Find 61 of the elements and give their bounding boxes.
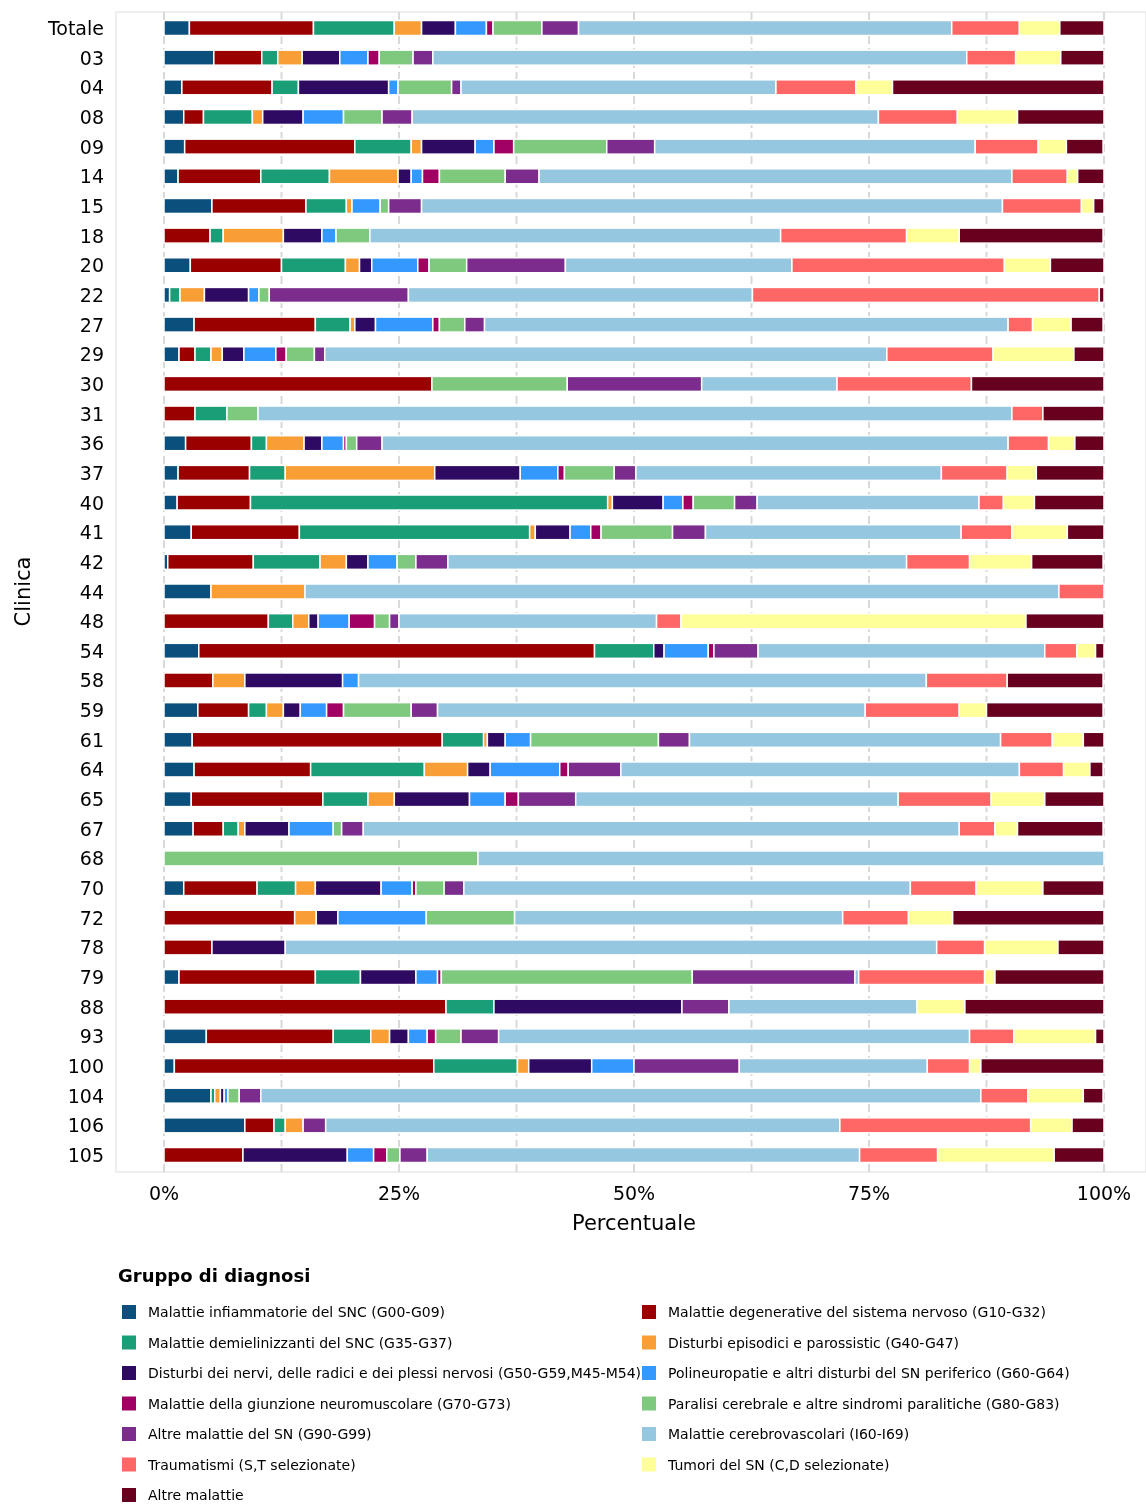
y-tick-label: 41 — [79, 521, 104, 544]
y-tick-label: 72 — [79, 906, 104, 929]
y-tick-label: 104 — [67, 1084, 104, 1107]
y-tick-label: 67 — [79, 817, 104, 840]
y-tick-label: 18 — [79, 224, 104, 247]
y-tick-label: 68 — [79, 847, 104, 870]
legend-label: Disturbi episodici e parossistic (G40-G47) — [668, 1334, 960, 1351]
y-tick-label: 03 — [79, 46, 104, 69]
legend-title: Gruppo di diagnosi — [118, 1265, 311, 1286]
y-tick-label: 40 — [79, 491, 104, 514]
y-tick-label: 65 — [79, 788, 104, 811]
legend-label: Malattie cerebrovascolari (I60-I69) — [668, 1426, 910, 1442]
y-tick-label: 42 — [79, 550, 104, 573]
legend-label: Altre malattie — [148, 1487, 244, 1503]
y-tick-label: 22 — [79, 283, 104, 306]
y-tick-label: 106 — [67, 1114, 104, 1137]
y-tick-label: 105 — [67, 1144, 104, 1166]
y-tick-label: 58 — [79, 669, 104, 692]
legend-label: Disturbi dei nervi, delle radici e dei plessi nervosi (G50-G59,M45-M54) — [148, 1365, 642, 1381]
y-tick-label: 09 — [79, 135, 104, 158]
y-tick-label: 36 — [79, 432, 104, 455]
y-tick-label: 08 — [79, 105, 104, 128]
y-tick-label: 48 — [79, 610, 104, 633]
x-axis-title: Percentuale — [572, 1211, 696, 1235]
y-tick-label: 79 — [79, 966, 104, 989]
y-tick-label: 78 — [79, 936, 104, 959]
y-tick-label: 100 — [67, 1055, 104, 1078]
y-tick-label: 30 — [79, 372, 104, 395]
y-tick-label: 20 — [79, 254, 104, 277]
legend-label: Paralisi cerebrale e altre sindromi paralitiche (G80-G83) — [668, 1395, 1060, 1412]
legend-label: Malattie degenerative del sistema nervoso (G10-G32) — [668, 1304, 1046, 1320]
x-tick-label: 0% — [148, 1182, 180, 1204]
legend-label: Malattie demielinizzanti del SNC (G35-G37) — [148, 1334, 453, 1351]
y-tick-label: 70 — [79, 877, 104, 900]
y-axis-title: Clinica — [11, 556, 35, 627]
y-tick-label: 37 — [79, 461, 104, 484]
y-tick-label: 29 — [79, 343, 104, 366]
x-tick-label: 75% — [847, 1182, 891, 1204]
y-tick-label: 15 — [79, 194, 104, 217]
y-tick-label: Totale — [46, 17, 104, 39]
y-tick-label: 88 — [79, 995, 104, 1018]
x-tick-label: 50% — [612, 1182, 656, 1204]
y-tick-label: 54 — [79, 639, 104, 662]
y-tick-label: 31 — [79, 402, 104, 425]
y-tick-label: 93 — [79, 1025, 104, 1048]
legend-label: Malattie infiammatorie del SNC (G00-G09) — [148, 1304, 446, 1320]
y-tick-label: 59 — [79, 699, 104, 722]
legend-label: Malattie della giunzione neuromuscolare (G70-G73) — [148, 1395, 511, 1412]
y-tick-label: 14 — [79, 165, 104, 188]
y-tick-label: 44 — [79, 580, 104, 603]
legend-label: Altre malattie del SN (G90-G99) — [148, 1426, 372, 1442]
x-tick-label: 25% — [377, 1182, 421, 1204]
y-tick-label: 27 — [79, 313, 104, 336]
x-tick-label: 100% — [1076, 1182, 1132, 1204]
y-tick-label: 04 — [79, 76, 104, 99]
legend-label: Tumori del SN (C,D selezionate) — [667, 1456, 890, 1473]
y-tick-label: 64 — [79, 758, 104, 781]
y-tick-label: 61 — [79, 728, 104, 751]
legend-label: Traumatismi (S,T selezionate) — [147, 1456, 356, 1473]
legend-label: Polineuropatie e altri disturbi del SN periferico (G60-G64) — [668, 1365, 1070, 1381]
bar — [163, 1087, 212, 1104]
